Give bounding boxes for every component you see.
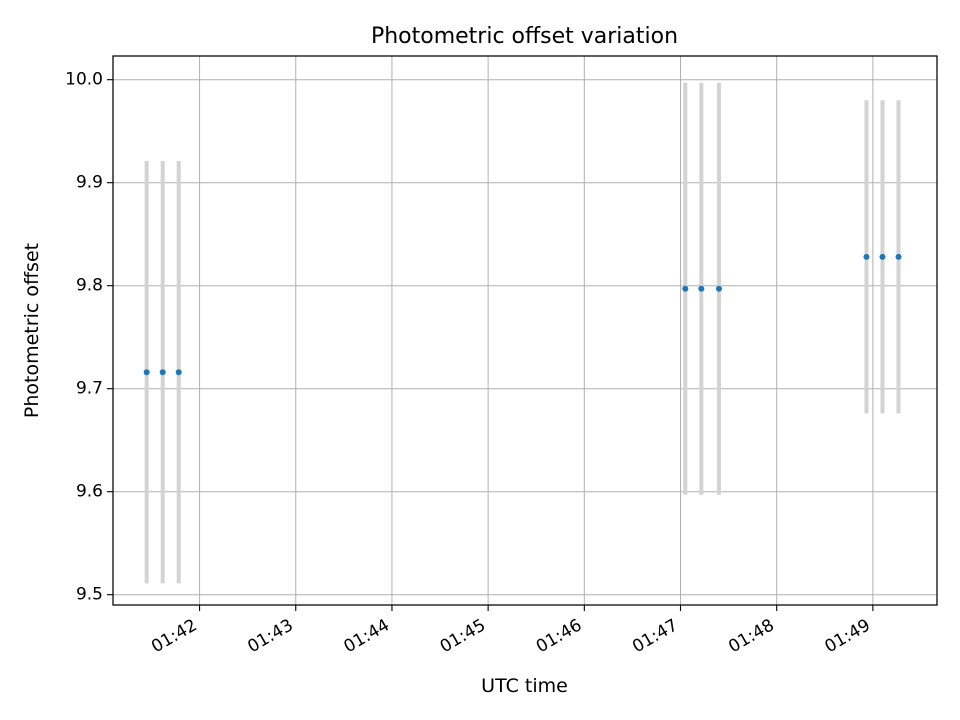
data-point [863,253,870,260]
x-tick-label: 01:42 [148,615,200,657]
data-point [715,285,722,292]
data-point [682,285,689,292]
y-tick-label: 9.8 [76,276,103,296]
y-tick-label: 9.6 [76,482,103,502]
plot-frame [112,55,938,606]
x-tick-label: 01:44 [341,615,393,657]
y-tick-label: 9.9 [76,173,103,193]
grid [113,56,937,605]
x-axis-ticks: 01:42 01:43 01:44 01:45 01:46 01:47 01:48 01:49 [148,605,874,657]
x-tick-label: 01:48 [725,615,777,657]
chart-title: Photometric offset variation [371,24,678,49]
y-tick-label: 9.7 [76,379,103,399]
data-point [895,253,902,260]
data-point [879,253,886,260]
data-points [143,253,902,376]
x-tick-label: 01:43 [244,615,296,657]
data-point [698,285,705,292]
error-bars [144,82,901,584]
x-axis-label: UTC time [481,675,568,697]
y-tick-label: 9.5 [76,585,103,605]
data-point [159,369,166,376]
x-tick-label: 01:47 [629,615,681,657]
data-point [143,369,150,376]
y-axis-ticks: 9.5 9.6 9.7 9.8 9.9 10.0 [65,70,113,605]
x-tick-label: 01:46 [533,615,585,657]
y-tick-label: 10.0 [65,70,103,90]
x-tick-label: 01:49 [821,615,873,657]
data-point [175,369,182,376]
x-tick-label: 01:45 [437,615,489,657]
y-axis-label: Photometric offset [21,243,43,418]
